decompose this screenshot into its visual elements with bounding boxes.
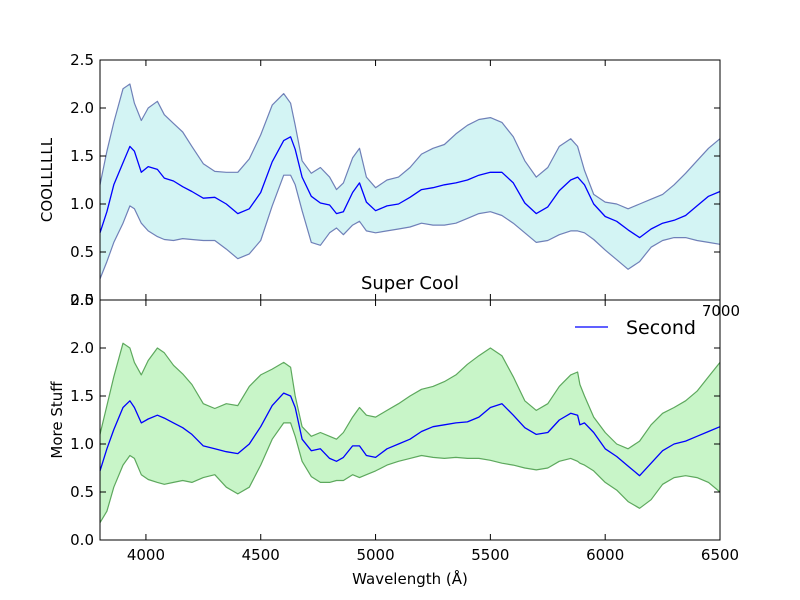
bottom-lower-bound-line [99,422,721,524]
y-tick-label: 1.0 [70,435,94,453]
bottom-y-ticks: 2.5 2.0 1.5 1.0 0.5 0.0 [70,291,720,549]
y-tick-label: 1.0 [70,195,94,213]
top-y-axis-label: COOLLLLLL [38,137,56,222]
bottom-plot-area [99,342,721,524]
x-tick-label: 6500 [701,546,739,564]
y-tick-label: 2.0 [70,99,94,117]
x-tick-label: 4500 [242,546,280,564]
y-tick-label: 1.5 [70,147,94,165]
bottom-axes-frame [99,299,721,541]
x-tick-label: 6000 [586,546,624,564]
bottom-y-axis-label: More Stuff [48,381,66,459]
y-tick-label: 2.5 [70,51,94,69]
y-tick-label: 0.5 [70,243,94,261]
y-tick-label: 2.5 [70,291,94,309]
top-plot-area [99,83,721,280]
y-tick-label: 0.0 [70,291,94,309]
bottom-panel: 2.5 2.0 1.5 1.0 0.5 0.0 4000 4500 5000 5500 6000 6… [48,291,739,588]
overlapping-tick-label: 7000 [702,302,740,320]
x-axis-label: Wavelength (Å) [352,569,468,588]
x-tick-label: 5500 [471,546,509,564]
top-confidence-band [100,84,720,279]
bottom-x-ticks: 4000 4500 5000 5500 6000 6500 [127,300,739,564]
x-tick-label: 4000 [127,546,165,564]
top-upper-bound-line [99,83,721,210]
bottom-confidence-band [100,343,720,523]
legend-label-second: Second [626,317,696,339]
top-chart-title: Super Cool [361,273,459,294]
top-lower-bound-line [99,174,721,280]
y-tick-label: 0.5 [70,483,94,501]
legend: Second [575,317,696,339]
top-panel: 2.52.01.51.00.50.0 COOLLLLLL Super Cool … [38,51,740,320]
x-tick-label: 5000 [356,546,394,564]
y-tick-label: 1.5 [70,387,94,405]
bottom-upper-bound-line [99,342,721,450]
y-tick-label: 0.0 [70,531,94,549]
bottom-mean-line [99,392,721,477]
y-tick-label: 2.0 [70,339,94,357]
top-mean-line [99,136,721,239]
